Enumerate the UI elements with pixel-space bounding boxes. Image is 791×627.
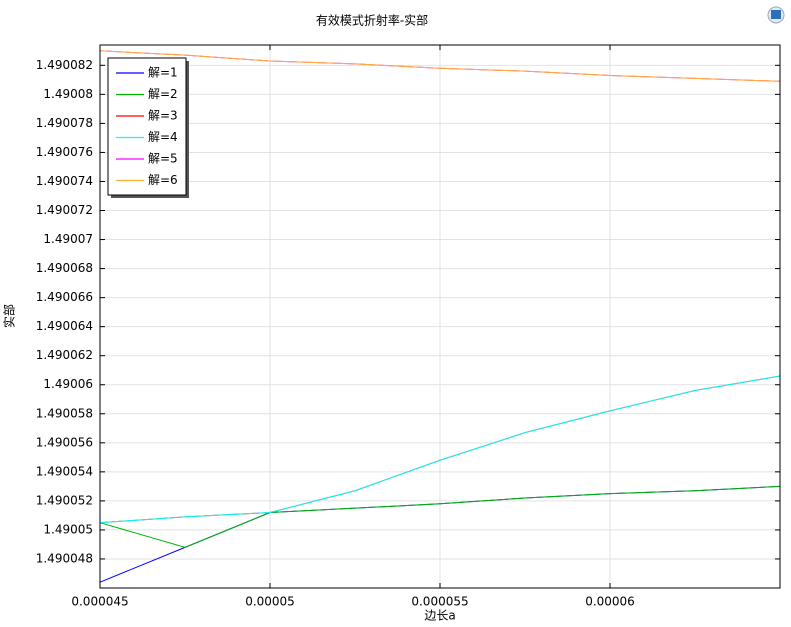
y-tick-label: 1.49005 [43, 522, 93, 536]
series-line [99, 50, 781, 82]
legend: 解=1 解=2 解=3 解=4 解=5 解=6 [107, 57, 189, 198]
y-tick-label: 1.490074 [36, 174, 93, 188]
x-tick-label: 0.000055 [411, 595, 468, 609]
y-tick-label: 1.490078 [36, 116, 93, 130]
chart-title: 有效模式折射率-实部 [316, 13, 428, 28]
y-tick-label: 1.490048 [36, 551, 93, 565]
toolbar-icon[interactable] [767, 6, 785, 24]
legend-label: 解=4 [148, 130, 178, 144]
y-tick-label: 1.490076 [36, 145, 93, 159]
legend-label: 解=6 [148, 173, 178, 187]
y-tick-label: 1.49006 [43, 377, 93, 391]
x-axis-label: 边长a [424, 609, 455, 623]
y-tick-label: 1.490054 [36, 464, 93, 478]
y-tick-label: 1.490068 [36, 261, 93, 275]
y-tick-label: 1.490072 [36, 203, 93, 217]
x-tick-label: 0.000045 [71, 595, 128, 609]
y-tick-label: 1.490062 [36, 348, 93, 362]
legend-label: 解=3 [148, 109, 178, 123]
series-line [99, 485, 781, 548]
legend-label: 解=2 [148, 87, 178, 101]
y-tick-label: 1.490082 [36, 58, 93, 72]
legend-box [107, 57, 187, 196]
legend-label: 解=1 [148, 66, 178, 80]
y-axis-label: 实部 [2, 304, 17, 328]
y-tick-label: 1.490066 [36, 290, 93, 304]
x-tick-label: 0.00006 [585, 595, 635, 609]
y-tick-label: 1.490056 [36, 435, 93, 449]
plot-frame [99, 44, 781, 589]
series-line [99, 375, 781, 524]
y-tick-label: 1.49007 [43, 232, 93, 246]
x-tick-label: 0.00005 [245, 595, 295, 609]
y-tick-label: 1.490064 [36, 319, 93, 333]
y-tick-label: 1.49008 [43, 87, 93, 101]
y-tick-label: 1.490052 [36, 493, 93, 507]
legend-label: 解=5 [148, 152, 178, 166]
y-tick-label: 1.490058 [36, 406, 93, 420]
icon-body[interactable] [771, 10, 781, 19]
